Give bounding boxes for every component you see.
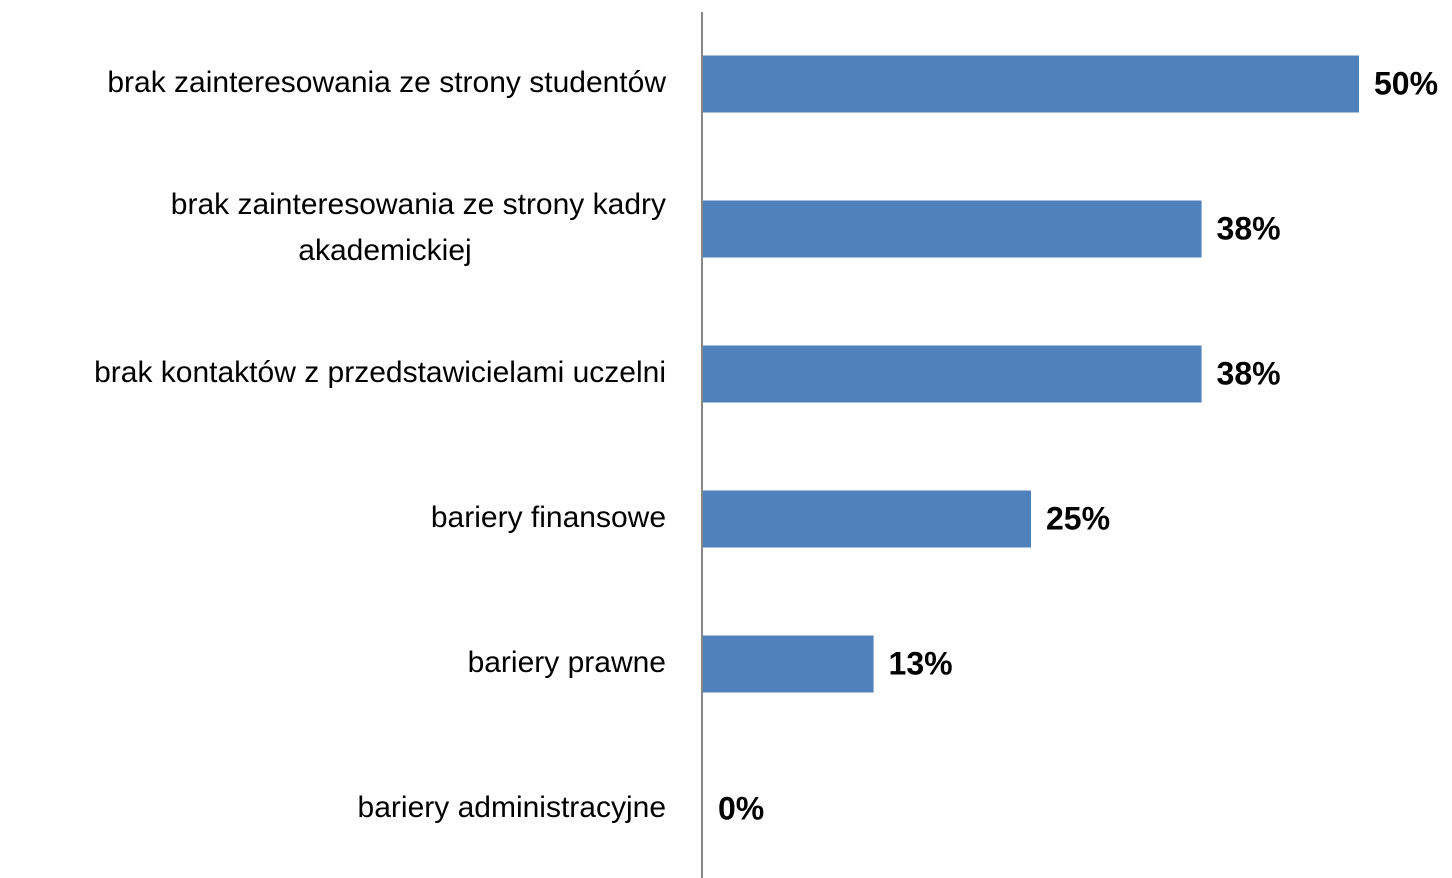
category-label-1-line-1: akademickiej xyxy=(298,234,471,267)
bars-group xyxy=(703,55,1359,693)
data-label-4: 13% xyxy=(889,645,953,681)
category-label-0-line-0: brak zainteresowania ze strony studentów xyxy=(107,66,666,99)
bar-0 xyxy=(703,55,1359,113)
category-label-3-line-0: bariery finansowe xyxy=(431,501,666,534)
data-label-5: 0% xyxy=(718,790,764,826)
data-label-3: 25% xyxy=(1046,500,1110,536)
bar-3 xyxy=(703,490,1031,548)
bar-4 xyxy=(703,635,874,693)
category-label-2-line-0: brak kontaktów z przedstawicielami uczel… xyxy=(94,356,666,389)
data-label-0: 50% xyxy=(1374,65,1438,101)
data-labels-group: 50% 38% 38% 25% 13% 0% xyxy=(718,65,1438,826)
bar-1 xyxy=(703,200,1202,258)
category-labels-group: brak zainteresowania ze strony studentów… xyxy=(94,66,666,824)
bar-2 xyxy=(703,345,1202,403)
category-label-4-line-0: bariery prawne xyxy=(468,646,666,679)
category-label-5-line-0: bariery administracyjne xyxy=(358,791,666,824)
category-label-1-line-0: brak zainteresowania ze strony kadry xyxy=(171,188,666,221)
data-label-2: 38% xyxy=(1217,355,1281,391)
data-label-1: 38% xyxy=(1217,210,1281,246)
